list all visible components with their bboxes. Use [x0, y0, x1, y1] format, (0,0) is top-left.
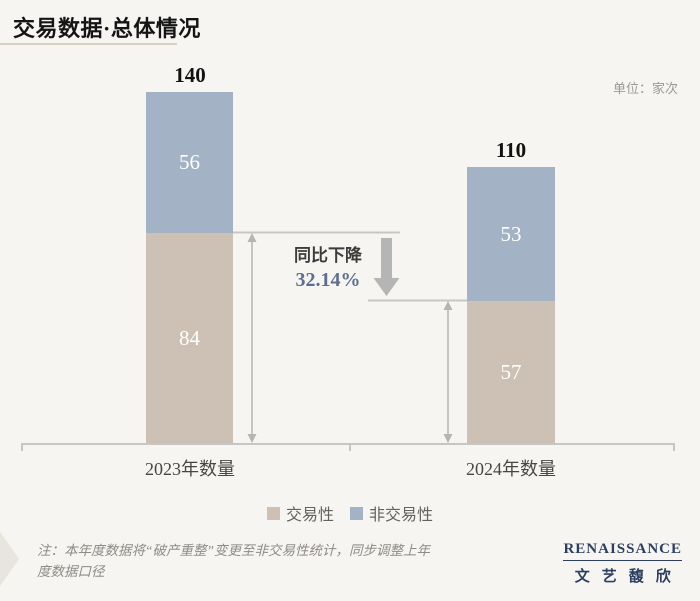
logo-wordmark: RENAISSANCE: [563, 541, 682, 561]
bar-2023-segment-nontrade: 56: [146, 92, 233, 233]
bar-2023-total-label: 140: [174, 63, 206, 87]
bar-2024-segment-nontrade: 53: [467, 167, 555, 301]
bar-2023-nontrade-value: 56: [179, 150, 200, 174]
title-underline: [0, 43, 177, 45]
footer-note: 注：本年度数据将“破产重整”变更至非交易性统计，同步调整上年 度数据口径: [37, 543, 431, 579]
legend-label-nontrade: 非交易性: [369, 507, 434, 524]
yoy-annotation-value: 32.14%: [295, 269, 361, 291]
yoy-annotation-label: 同比下降: [294, 246, 362, 265]
legend-item-nontrade: 非交易性: [350, 501, 433, 525]
company-logo: RENAISSANCE 文艺馥欣: [563, 540, 682, 586]
x-axis-label-2024: 2024年数量: [466, 459, 556, 479]
logo-chinese-name: 文艺馥欣: [574, 569, 683, 585]
footer-triangle-icon: [0, 532, 19, 586]
legend-label-trade: 交易性: [285, 507, 334, 524]
x-axis-tick: [673, 444, 675, 451]
x-axis-tick: [349, 444, 351, 451]
legend-item-trade: 交易性: [266, 501, 334, 525]
bar-2024-total-label: 110: [495, 138, 527, 162]
legend-swatch-nontrade: [350, 506, 363, 520]
bar-2023-segment-trade: 84: [146, 233, 233, 444]
x-axis-label-2023: 2023年数量: [145, 459, 235, 479]
legend-swatch-trade: [266, 506, 280, 520]
unit-label: 单位：家次: [612, 81, 678, 96]
page-title: 交易数据·总体情况: [13, 16, 201, 41]
bar-2023-trade-value: 84: [179, 326, 200, 350]
bar-2024-trade-value: 57: [500, 360, 522, 384]
x-axis-line: [21, 443, 675, 445]
yoy-annotation: 同比下降 32.14%: [278, 241, 378, 292]
bar-2024-segment-trade: 57: [467, 301, 555, 444]
legend: 交易性 非交易性: [0, 501, 700, 525]
bar-2024-nontrade-value: 53: [500, 221, 522, 246]
x-axis-tick: [21, 444, 23, 451]
